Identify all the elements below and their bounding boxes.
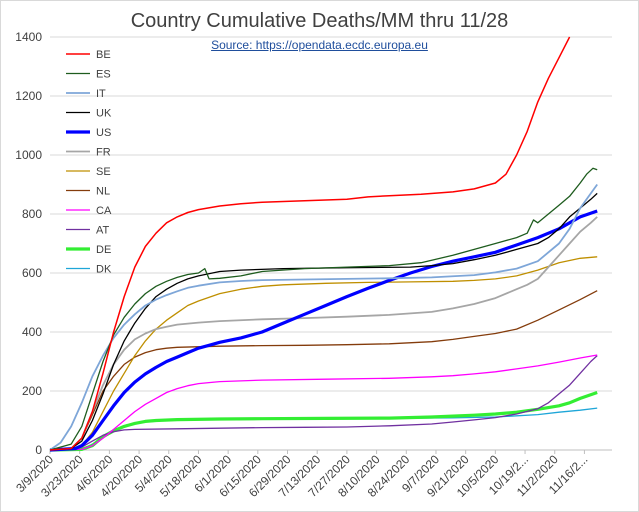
legend-label-dk: DK (96, 264, 112, 276)
series-line-it (49, 183, 598, 451)
series-line-us (49, 209, 598, 452)
source-link[interactable]: Source: https://opendata.ecdc.europa.eu (211, 38, 428, 52)
y-tick-label: 800 (22, 207, 42, 221)
legend-label-it: IT (96, 88, 106, 100)
y-tick-label: 400 (22, 325, 42, 339)
y-tick-label: 200 (22, 384, 42, 398)
legend-label-nl: NL (96, 186, 110, 198)
series-line-de (49, 390, 598, 452)
series-line-at (49, 355, 598, 451)
series-line-es (49, 167, 598, 451)
series-line-fr (49, 216, 598, 451)
series-line-se (49, 256, 598, 451)
y-tick-label: 1400 (15, 30, 42, 44)
series-line-uk (49, 192, 598, 451)
y-tick-label: 0 (35, 443, 42, 457)
series-line-be (49, 36, 571, 451)
chart-title: Country Cumulative Deaths/MM thru 11/28 (130, 10, 509, 32)
legend-label-ca: CA (96, 205, 112, 217)
y-tick-label: 600 (22, 266, 42, 280)
legend-label-at: AT (96, 225, 110, 237)
legend-label-se: SE (96, 166, 111, 178)
legend-label-es: ES (96, 69, 111, 81)
legend-label-fr: FR (96, 147, 111, 159)
legend-label-uk: UK (96, 108, 112, 120)
legend-label-be: BE (96, 49, 111, 61)
y-tick-label: 1200 (15, 89, 42, 103)
legend-label-us: US (96, 127, 111, 139)
series-line-nl (49, 290, 598, 451)
y-tick-label: 1000 (15, 148, 42, 162)
legend-label-de: DE (96, 244, 111, 256)
series-line-ca (49, 354, 598, 451)
